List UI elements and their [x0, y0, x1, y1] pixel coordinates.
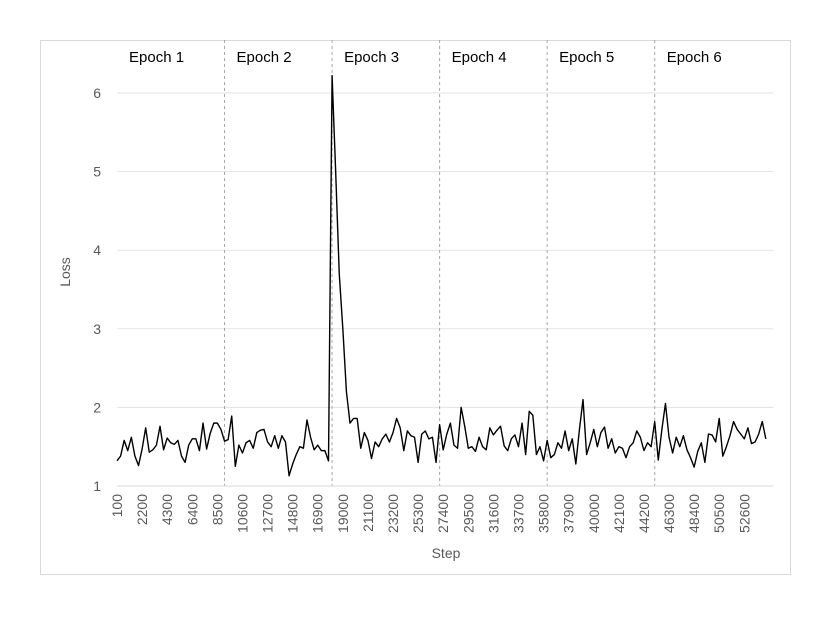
x-tick-label-14: 29500 — [460, 494, 476, 533]
x-tick-label-22: 46300 — [661, 494, 677, 533]
y-tick-label-3: 4 — [93, 242, 101, 258]
x-tick-label-25: 52600 — [736, 494, 752, 533]
y-axis-ticks: 1 2 3 4 5 6 — [93, 85, 101, 494]
x-tick-label-4: 8500 — [209, 494, 225, 525]
y-tick-label-2: 3 — [93, 321, 101, 337]
x-tick-label-18: 37900 — [561, 494, 577, 533]
x-tick-label-16: 33700 — [511, 494, 527, 533]
x-tick-label-1: 2200 — [134, 494, 150, 525]
x-tick-label-13: 27400 — [435, 494, 451, 533]
x-axis-ticks: 100 2200 4300 6400 8500 10600 12700 14800 16900 1… — [109, 494, 752, 533]
x-tick-label-15: 31600 — [485, 494, 501, 533]
gridlines — [117, 92, 773, 408]
epoch-boundaries — [224, 40, 656, 486]
y-axis-title: Loss — [57, 257, 73, 287]
x-tick-label-11: 23200 — [385, 494, 401, 533]
epoch-label-3: Epoch 3 — [344, 49, 399, 66]
y-tick-label-1: 2 — [93, 399, 101, 415]
x-tick-label-7: 14800 — [285, 494, 301, 533]
epoch-label-5: Epoch 5 — [559, 49, 614, 66]
x-tick-label-21: 44200 — [636, 494, 652, 533]
epoch-label-4: Epoch 4 — [452, 49, 507, 66]
x-tick-label-17: 35800 — [536, 494, 552, 533]
x-tick-label-9: 19000 — [335, 494, 351, 533]
epoch-label-1: Epoch 1 — [129, 49, 184, 66]
x-axis-title: Step — [432, 545, 461, 561]
x-tick-label-23: 48400 — [686, 494, 702, 533]
x-tick-label-6: 12700 — [260, 494, 276, 533]
epoch-label-2: Epoch 2 — [237, 49, 292, 66]
x-tick-label-0: 100 — [109, 494, 125, 518]
epoch-label-6: Epoch 6 — [667, 49, 722, 66]
x-tick-label-5: 10600 — [235, 494, 251, 533]
x-tick-label-3: 6400 — [184, 494, 200, 525]
x-tick-label-12: 25300 — [410, 494, 426, 533]
x-tick-label-19: 40000 — [586, 494, 602, 533]
x-tick-label-2: 4300 — [159, 494, 175, 525]
y-tick-label-0: 1 — [93, 478, 101, 494]
x-tick-label-24: 50500 — [711, 494, 727, 533]
chart-frame — [40, 40, 791, 575]
y-tick-label-4: 5 — [93, 164, 101, 180]
y-tick-label-5: 6 — [93, 85, 101, 101]
epoch-labels: Epoch 1 Epoch 2 Epoch 3 Epoch 4 Epoch 5 Epoch… — [129, 49, 722, 66]
series-line-loss — [116, 75, 767, 477]
x-tick-label-20: 42100 — [611, 494, 627, 533]
x-tick-label-10: 21100 — [360, 494, 376, 532]
x-tick-label-8: 16900 — [310, 494, 326, 533]
